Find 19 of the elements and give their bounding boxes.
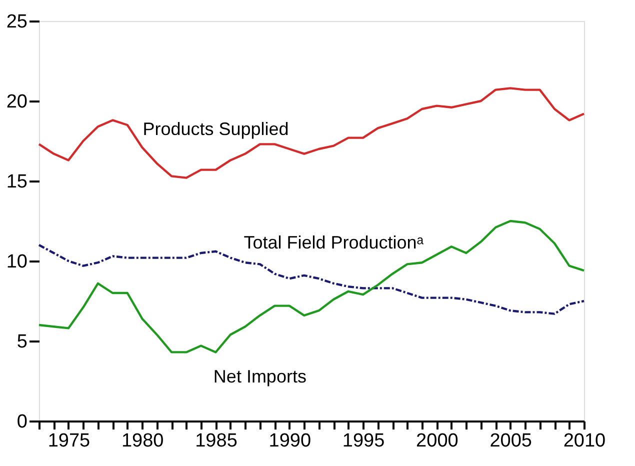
y-tick-label: 10 <box>6 252 28 272</box>
x-tick-label: 2000 <box>416 430 458 452</box>
series-label: Net Imports <box>213 366 306 386</box>
x-tick-label: 1995 <box>342 430 385 452</box>
x-tick-label: 1985 <box>195 430 238 452</box>
x-tick-label: 2010 <box>563 430 606 452</box>
x-tick-label: 1990 <box>268 430 312 452</box>
y-tick-label: 20 <box>6 92 28 112</box>
y-tick-label: 0 <box>16 412 28 432</box>
y-tick-label: 15 <box>6 172 28 192</box>
y-tick-label: 25 <box>6 12 28 32</box>
line-series <box>38 220 586 354</box>
series-label: Products Supplied <box>142 118 289 139</box>
x-tick-label: 1980 <box>121 430 164 452</box>
x-tick-label: 1975 <box>48 430 90 452</box>
y-tick-label: 5 <box>16 332 28 352</box>
line-series <box>38 87 586 179</box>
x-tick-label: 2005 <box>490 430 532 452</box>
series-label: Total Field Productionᵃ <box>244 232 424 252</box>
